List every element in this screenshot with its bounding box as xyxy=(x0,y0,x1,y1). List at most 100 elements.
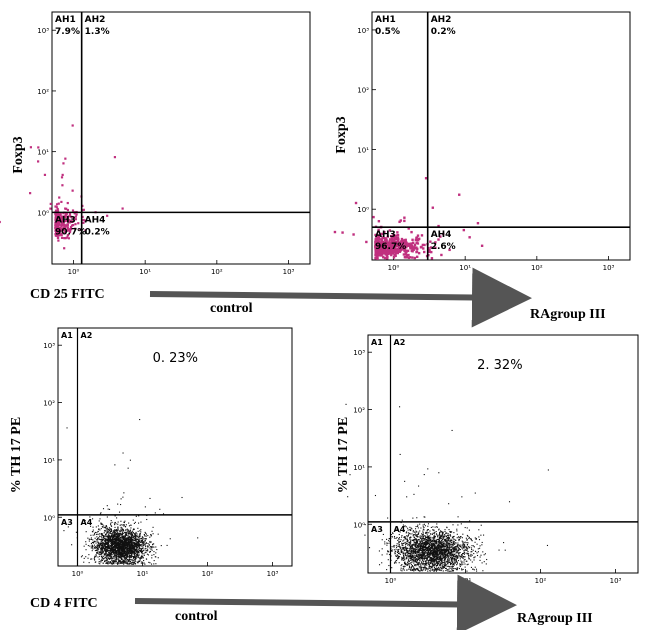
data-point xyxy=(112,552,114,554)
data-point xyxy=(447,558,449,560)
data-point xyxy=(470,555,472,557)
data-point xyxy=(113,537,115,539)
data-point xyxy=(112,538,114,540)
data-point xyxy=(101,545,104,547)
data-point xyxy=(398,538,400,540)
data-point xyxy=(90,525,92,527)
data-point xyxy=(107,545,109,547)
data-point xyxy=(90,537,92,539)
data-point xyxy=(122,543,124,545)
data-point xyxy=(413,540,415,542)
data-point xyxy=(137,555,139,557)
data-point xyxy=(139,543,141,545)
data-point xyxy=(92,545,94,547)
data-point xyxy=(126,538,128,540)
data-point xyxy=(483,561,485,563)
y-tick-label: 10⁰ xyxy=(43,514,55,522)
data-point xyxy=(375,240,379,243)
data-point xyxy=(139,547,141,549)
data-point xyxy=(447,533,449,535)
data-point xyxy=(54,224,57,227)
data-point xyxy=(130,542,133,544)
data-point xyxy=(407,256,411,260)
data-point xyxy=(433,553,435,555)
data-point xyxy=(102,545,104,547)
data-point xyxy=(121,545,123,548)
data-point xyxy=(411,568,413,570)
data-point xyxy=(118,542,120,544)
data-point xyxy=(441,550,444,552)
data-point xyxy=(120,545,122,547)
data-point xyxy=(143,554,145,556)
data-point xyxy=(446,565,448,567)
data-point xyxy=(437,238,440,241)
data-point xyxy=(128,551,130,553)
data-point xyxy=(122,541,124,543)
data-point xyxy=(379,234,382,237)
data-point xyxy=(424,535,426,537)
data-point xyxy=(421,549,423,551)
data-point xyxy=(419,544,421,547)
data-point xyxy=(29,146,33,149)
data-point xyxy=(410,559,412,561)
data-point xyxy=(125,561,127,563)
data-point xyxy=(99,539,101,541)
data-point xyxy=(112,558,114,560)
data-point xyxy=(128,547,130,549)
data-point xyxy=(433,539,435,541)
data-point xyxy=(127,531,129,533)
data-point xyxy=(130,538,133,540)
data-point xyxy=(141,561,143,563)
data-point xyxy=(128,548,130,550)
data-point xyxy=(411,546,413,548)
data-point xyxy=(448,550,450,552)
data-point xyxy=(127,548,129,550)
quadrant-labels: A1 A20. 23%A3 A4 xyxy=(61,331,198,527)
data-point xyxy=(92,539,94,541)
data-point xyxy=(403,557,405,559)
data-point xyxy=(463,552,465,554)
data-point xyxy=(394,234,398,237)
data-point xyxy=(130,547,132,549)
data-point xyxy=(166,544,168,546)
data-point xyxy=(437,569,439,571)
data-point xyxy=(106,516,108,518)
data-point xyxy=(445,554,447,556)
data-point xyxy=(445,535,447,537)
data-point xyxy=(428,543,430,545)
data-point xyxy=(119,535,121,537)
data-point xyxy=(481,544,483,546)
data-point xyxy=(89,538,91,540)
data-point xyxy=(447,561,449,563)
data-point xyxy=(422,566,424,568)
data-point xyxy=(443,556,445,559)
data-point xyxy=(437,546,439,548)
data-point xyxy=(125,529,127,531)
data-point xyxy=(68,231,72,234)
data-point xyxy=(110,547,112,549)
data-point xyxy=(106,536,108,538)
data-point xyxy=(401,242,405,245)
data-point xyxy=(403,216,406,219)
data-point xyxy=(398,543,400,545)
data-point xyxy=(396,536,398,539)
data-point xyxy=(452,524,454,526)
data-point xyxy=(96,549,98,551)
data-point xyxy=(103,545,105,547)
data-point xyxy=(133,522,135,524)
data-point xyxy=(426,557,428,559)
data-point xyxy=(107,549,109,551)
data-point xyxy=(110,537,112,539)
data-point xyxy=(95,547,97,549)
data-point xyxy=(384,243,387,246)
data-point xyxy=(106,540,108,542)
data-point xyxy=(120,529,122,532)
data-point xyxy=(151,557,153,559)
data-point xyxy=(397,245,400,249)
plot-frame xyxy=(371,11,631,261)
data-point xyxy=(377,250,380,254)
data-point xyxy=(57,216,60,219)
data-point xyxy=(452,551,454,553)
data-point xyxy=(420,554,422,556)
